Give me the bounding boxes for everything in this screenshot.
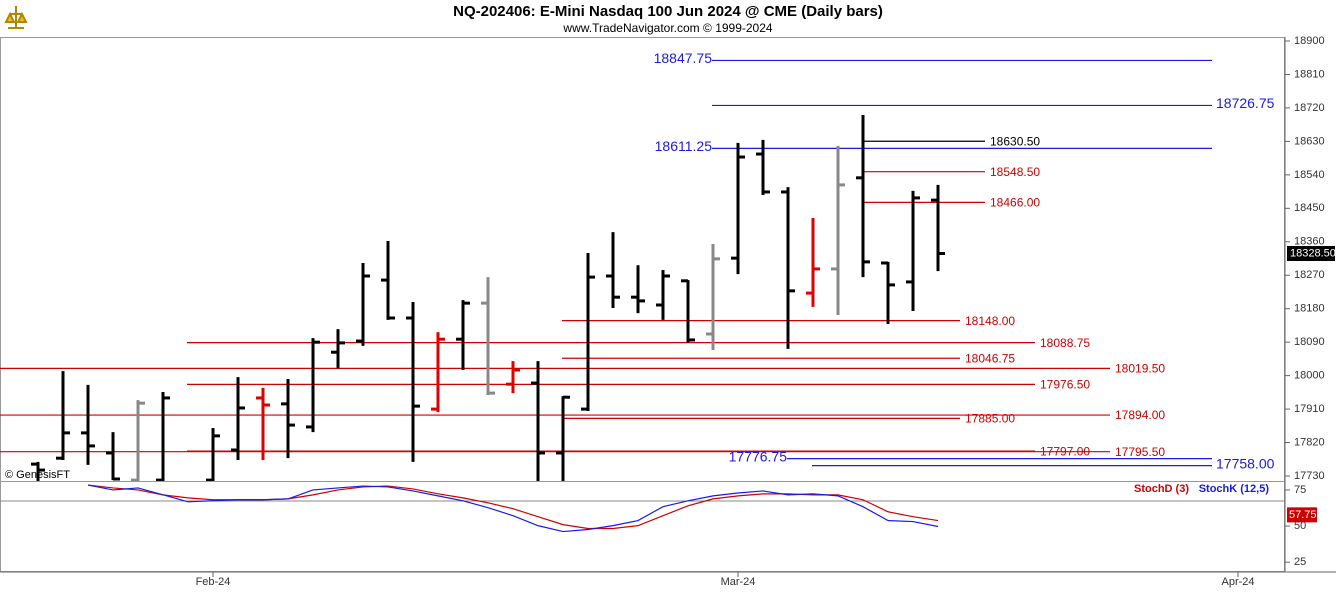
y-tick-label: 18000: [1294, 370, 1325, 382]
y-tick-label: 18900: [1294, 35, 1325, 47]
y-tick-label: 75: [1294, 484, 1306, 496]
price-plot: [0, 59, 1212, 481]
logo: [4, 6, 28, 29]
level-label: 18548.50: [990, 165, 1040, 179]
level-label: 18630.50: [990, 134, 1040, 148]
y-tick-label: 18630: [1294, 135, 1325, 147]
level-label: 17795.50: [1115, 445, 1165, 459]
axes: 18900 18810 18720 18630 18540 18450 18360 18270…: [196, 35, 1336, 588]
level-label: 18046.75: [965, 351, 1015, 365]
chart-title: NQ-202406: E-Mini Nasdaq 100 Jun 2024 @ …: [453, 3, 883, 20]
y-tick-label: 17820: [1294, 436, 1325, 448]
level-label: 17758.00: [1216, 455, 1275, 471]
last-price-box: [1287, 245, 1335, 261]
stoch-line: [87, 484, 939, 533]
level-label: 18019.50: [1115, 362, 1165, 376]
last-price-label: 18328.50: [1290, 247, 1336, 259]
y-tick-label: 18090: [1294, 336, 1325, 348]
level-label: 18847.75: [654, 50, 713, 66]
level-label: 17976.50: [1040, 378, 1090, 392]
stoch-plot: [87, 484, 939, 533]
level-label: 17797.00: [1040, 444, 1090, 458]
x-tick-label: Apr-24: [1221, 576, 1254, 588]
legend-entry: StochD (3): [1134, 483, 1189, 495]
level-label: 17885.00: [965, 412, 1015, 426]
level-label: 17776.75: [729, 448, 788, 464]
y-tick-label: 18540: [1294, 169, 1325, 181]
y-tick-label: 18180: [1294, 303, 1325, 315]
level-label: 18148.00: [965, 314, 1015, 328]
level-label: 18611.25: [655, 138, 713, 154]
y-tick-label: 18360: [1294, 236, 1325, 248]
last-value-label: 57.75: [1289, 509, 1317, 521]
y-tick-label: 18270: [1294, 269, 1325, 281]
last-value-box: [1287, 507, 1317, 523]
x-tick-label: Feb-24: [196, 576, 231, 588]
level-label: 18466.00: [990, 196, 1040, 210]
y-tick-label: 18450: [1294, 202, 1325, 214]
y-tick-label: 17910: [1294, 403, 1325, 415]
y-tick-label: 17730: [1294, 470, 1325, 482]
level-label: 18088.75: [1040, 336, 1090, 350]
y-tick-label: 18810: [1294, 68, 1325, 80]
y-tick-label: 50: [1294, 520, 1306, 532]
legend-entry: StochK (12,5): [1199, 483, 1270, 495]
y-tick-label: 18720: [1294, 102, 1325, 114]
level-label: 18726.75: [1216, 95, 1275, 111]
y-tick-label: 25: [1294, 556, 1306, 568]
x-tick-label: Mar-24: [721, 576, 756, 588]
chart-subtitle: www.TradeNavigator.com © 1999-2024: [562, 21, 772, 35]
level-label: 17894.00: [1115, 408, 1165, 422]
